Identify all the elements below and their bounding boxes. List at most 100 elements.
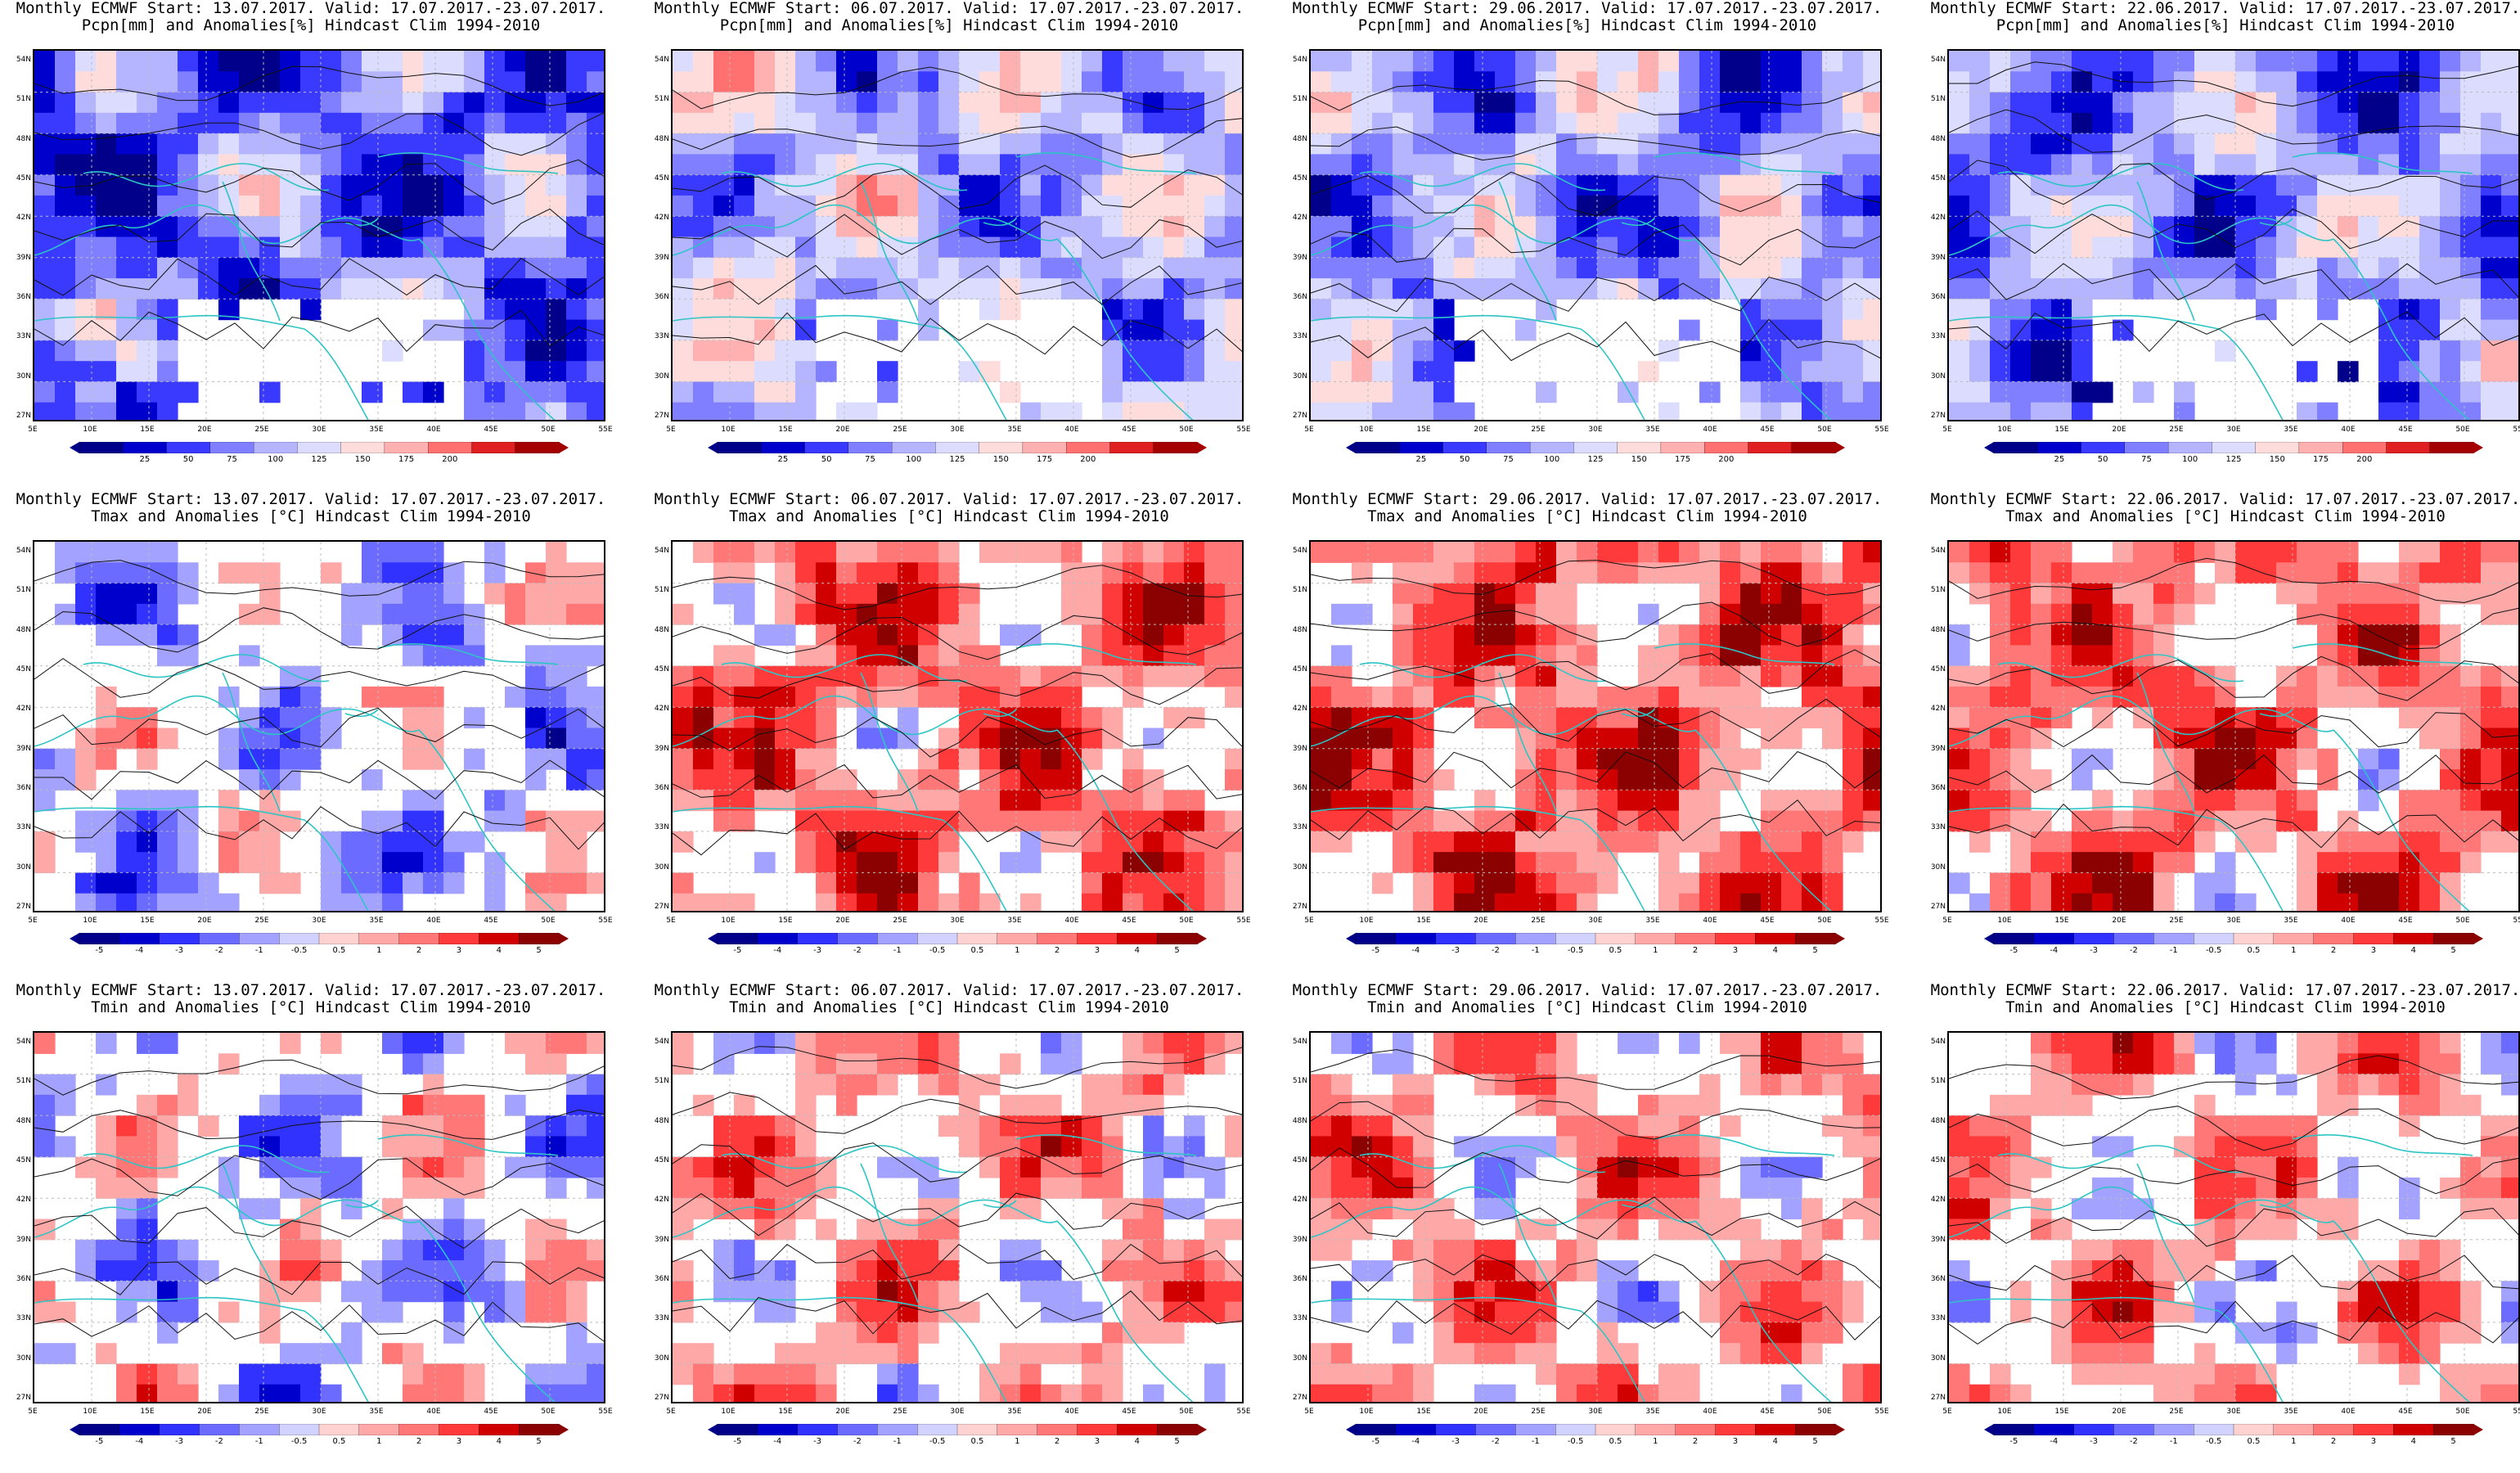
colorbar-swatches bbox=[70, 933, 569, 944]
lon-label: 45E bbox=[484, 917, 498, 925]
lon-label: 25E bbox=[254, 917, 269, 925]
lat-label: 27N bbox=[16, 1394, 31, 1402]
colorbar-tick-label: -3 bbox=[2090, 1437, 2099, 1446]
colorbar-swatch bbox=[2298, 442, 2343, 453]
colorbar-tick-label: -5 bbox=[95, 946, 104, 955]
colorbar-swatch bbox=[519, 933, 560, 944]
colorbar-swatch bbox=[515, 442, 560, 453]
colorbar-tick-label: 5 bbox=[1174, 946, 1180, 955]
colorbar-swatch bbox=[159, 1424, 200, 1435]
colorbar-swatch bbox=[119, 1424, 160, 1435]
colorbar-tick-label: -1 bbox=[2169, 946, 2178, 955]
anomaly-shading bbox=[673, 1033, 1242, 1402]
lat-label: 30N bbox=[16, 1354, 31, 1363]
colorbar-swatch bbox=[398, 1424, 440, 1435]
colorbar-swatch bbox=[1993, 933, 2035, 944]
colorbar-swatch bbox=[1157, 1424, 1198, 1435]
colorbar-swatch bbox=[1795, 1424, 1836, 1435]
lat-label: 30N bbox=[1292, 372, 1307, 381]
colorbar-tick-label: 4 bbox=[2410, 946, 2416, 955]
colorbar-swatch bbox=[398, 933, 440, 944]
colorbar-tick-label: -0.5 bbox=[290, 946, 308, 955]
coastlines bbox=[1311, 152, 1835, 420]
panel-title: Monthly ECMWF Start: 29.06.2017. Valid: … bbox=[1276, 0, 1898, 34]
lon-label: 30E bbox=[950, 426, 965, 434]
anomaly-shading bbox=[1949, 51, 2518, 420]
colorbar-swatch bbox=[717, 933, 758, 944]
lon-label: 45E bbox=[1760, 917, 1775, 925]
lat-label: 42N bbox=[654, 705, 669, 714]
panel-title-line1: Monthly ECMWF Start: 06.07.2017. Valid: … bbox=[654, 981, 1244, 999]
lon-label: 40E bbox=[426, 1408, 441, 1416]
colorbar-swatch bbox=[1993, 442, 2038, 453]
lat-label: 45N bbox=[16, 174, 31, 182]
map-panel: Monthly ECMWF Start: 06.07.2017. Valid: … bbox=[638, 491, 1260, 974]
lat-label: 54N bbox=[1292, 1038, 1307, 1046]
panel-title: Monthly ECMWF Start: 13.07.2017. Valid: … bbox=[0, 982, 622, 1016]
map-canvas bbox=[1949, 1033, 2518, 1402]
panel-title: Monthly ECMWF Start: 06.07.2017. Valid: … bbox=[638, 0, 1260, 34]
colorbar-tick-label: -1 bbox=[2169, 1437, 2178, 1446]
lon-label: 5E bbox=[28, 917, 38, 925]
colorbar-swatch bbox=[1755, 933, 1796, 944]
colorbar-tick-label: -2 bbox=[2129, 1437, 2138, 1446]
colorbar-swatch bbox=[2429, 442, 2474, 453]
lat-label: 45N bbox=[654, 665, 669, 673]
panel-title-line2: Tmax and Anomalies [°C] Hindcast Clim 19… bbox=[729, 507, 1169, 525]
lon-label: 35E bbox=[1645, 917, 1660, 925]
lon-label: 35E bbox=[2284, 426, 2298, 434]
panel-title-line1: Monthly ECMWF Start: 29.06.2017. Valid: … bbox=[1292, 0, 1883, 17]
graticule bbox=[673, 542, 1242, 911]
lon-label: 35E bbox=[369, 917, 384, 925]
colorbar-tick-label: -3 bbox=[1451, 1437, 1460, 1446]
map-panel: Monthly ECMWF Start: 29.06.2017. Valid: … bbox=[1276, 0, 1898, 483]
lat-label: 33N bbox=[16, 823, 31, 832]
lat-label: 51N bbox=[1930, 586, 1946, 595]
contour-lines bbox=[1949, 61, 2518, 353]
lon-label: 30E bbox=[2226, 917, 2241, 925]
lon-label: 30E bbox=[950, 917, 965, 925]
colorbar-swatch bbox=[1022, 442, 1067, 453]
lon-label: 15E bbox=[778, 1408, 793, 1416]
panel-title-line1: Monthly ECMWF Start: 13.07.2017. Valid: … bbox=[16, 0, 606, 17]
lat-label: 39N bbox=[16, 1235, 31, 1244]
contour-lines bbox=[1949, 1055, 2518, 1345]
colorbar-tick-label: 2 bbox=[416, 946, 422, 955]
colorbar-tick-label: 75 bbox=[227, 455, 237, 464]
colorbar-swatch bbox=[2386, 442, 2431, 453]
colorbar-swatch bbox=[479, 933, 520, 944]
colorbar-swatches bbox=[1984, 442, 2483, 453]
colorbar-swatch bbox=[1617, 442, 1662, 453]
colorbar-tick-label: 200 bbox=[2356, 455, 2373, 464]
map-canvas bbox=[1311, 51, 1880, 420]
lon-label: 35E bbox=[1645, 1408, 1660, 1416]
lat-label: 36N bbox=[1292, 1275, 1307, 1283]
colorbar-tick-label: 5 bbox=[536, 1437, 542, 1446]
graticule bbox=[34, 1033, 604, 1402]
map-canvas bbox=[673, 542, 1242, 911]
lat-label: 36N bbox=[654, 784, 669, 792]
lat-label: 51N bbox=[1930, 95, 1946, 104]
colorbar-tick-label: -2 bbox=[2129, 946, 2138, 955]
colorbar-swatch bbox=[1355, 1424, 1397, 1435]
colorbar-tick-label: 50 bbox=[1459, 455, 1470, 464]
lon-label: 25E bbox=[1531, 1408, 1546, 1416]
colorbar-swatches bbox=[1346, 1424, 1845, 1435]
lon-label: 10E bbox=[1359, 1408, 1374, 1416]
lat-label: 30N bbox=[1930, 372, 1946, 381]
lon-label: 35E bbox=[2284, 917, 2298, 925]
lat-label: 54N bbox=[16, 56, 31, 64]
panel-title: Monthly ECMWF Start: 13.07.2017. Valid: … bbox=[0, 491, 622, 525]
panel-title: Monthly ECMWF Start: 29.06.2017. Valid: … bbox=[1276, 491, 1898, 525]
lat-label: 45N bbox=[1930, 665, 1946, 673]
colorbar-tick-label: -0.5 bbox=[929, 1437, 946, 1446]
lon-label: 50E bbox=[1179, 917, 1194, 925]
lat-label: 48N bbox=[654, 625, 669, 634]
lon-label: 25E bbox=[1531, 426, 1546, 434]
colorbar-tick-label: 4 bbox=[1772, 946, 1778, 955]
lon-label: 15E bbox=[1416, 1408, 1431, 1416]
panel-title-line1: Monthly ECMWF Start: 22.06.2017. Valid: … bbox=[1930, 981, 2520, 999]
colorbar-arrow-right bbox=[2473, 1424, 2483, 1435]
colorbar-tick-label: 2 bbox=[1054, 1437, 1060, 1446]
lon-label: 5E bbox=[666, 917, 676, 925]
